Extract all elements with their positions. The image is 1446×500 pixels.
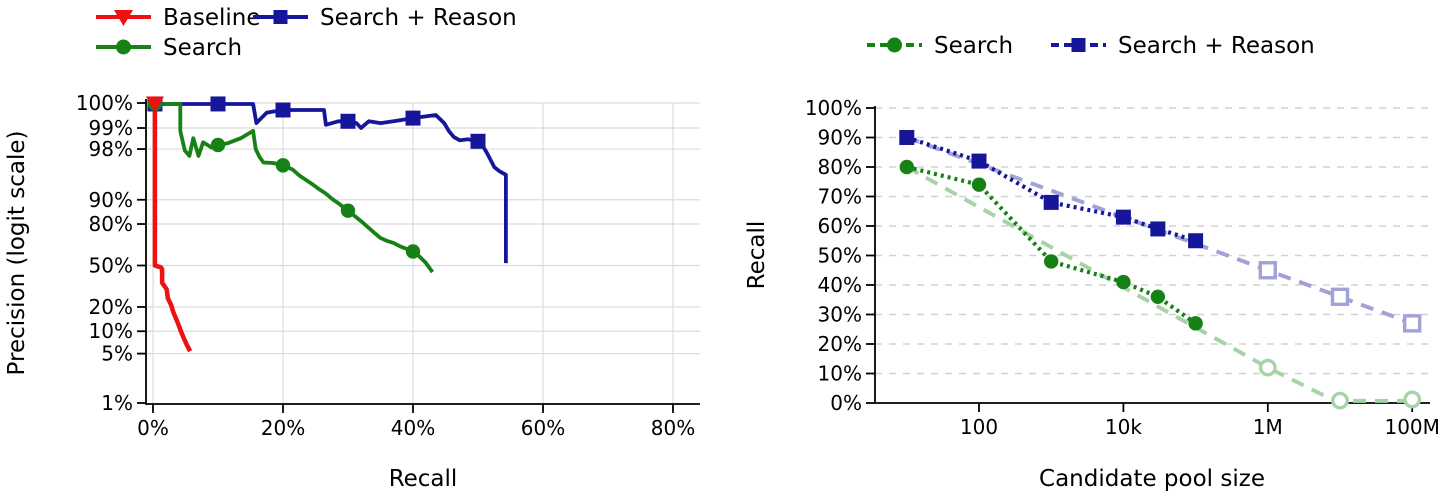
square-marker-icon [1188, 233, 1204, 249]
y-tick-label: 90% [818, 126, 862, 150]
y-tick-label: 40% [818, 273, 862, 297]
x-tick-label: 100 [960, 415, 998, 439]
open-circle-marker-icon [1258, 358, 1277, 377]
circle-marker-icon [1044, 254, 1059, 269]
circle-marker-icon [405, 244, 421, 259]
y-tick-label: 70% [818, 185, 862, 209]
left-y-axis-label: Precision (logit scale) [4, 131, 30, 376]
y-tick-label: 80% [818, 155, 862, 179]
precision-recall-chart: 1%5%10%20%50%80%90%98%99%100%0% 20% 40% 60%… [76, 91, 700, 440]
search-reason-square-icon [1071, 38, 1086, 52]
x-tick-label: 100M [1384, 415, 1439, 439]
axis-lines [145, 99, 700, 405]
square-marker-icon [340, 113, 356, 129]
y-tick-label: 20% [818, 332, 862, 356]
y-tick-label: 10% [818, 362, 862, 386]
y-tick-label: 99% [89, 116, 133, 140]
y-tick-label: 5% [101, 342, 133, 366]
search-legend-label: Search [934, 33, 1013, 59]
right-y-axis-label: Recall [744, 221, 770, 290]
circle-marker-icon [210, 137, 226, 153]
y-tick-label: 20% [89, 295, 133, 319]
open-square-marker-icon [1402, 314, 1422, 333]
square-marker-icon [405, 110, 421, 126]
square-marker-icon [971, 153, 987, 169]
y-tick-label: 90% [89, 188, 133, 212]
x-tick-label: 0% [137, 416, 169, 440]
recall-vs-pool-chart: 0% 10% 20% 30% 40% 50% 60% 70% 80% 90% 100% 100 10k 1… [805, 96, 1440, 439]
y-tick-label: 10% [89, 319, 133, 343]
open-square-marker-icon [1330, 287, 1350, 306]
circle-marker-icon [275, 158, 291, 173]
circle-marker-icon [971, 177, 987, 192]
y-tick-label: 0% [830, 391, 862, 415]
open-circle-marker-icon [1331, 391, 1349, 410]
search-reason-legend-label: Search + Reason [320, 5, 517, 31]
legend-entry-search: Search [96, 35, 242, 61]
circle-marker-icon [899, 159, 914, 175]
circle-marker-icon [1188, 316, 1203, 331]
triangle-down-marker-icon [145, 96, 164, 113]
legend-entry-search-reason: Search + Reason [253, 5, 517, 31]
x-tick-label: 1M [1253, 415, 1283, 439]
baseline-legend-label: Baseline [163, 5, 261, 31]
y-tick-label: 100% [805, 96, 862, 120]
square-marker-icon [1043, 194, 1059, 210]
y-tick-label: 98% [89, 137, 133, 161]
search-circle-icon [887, 37, 902, 53]
legend-left: Baseline Search + Reason Search [96, 5, 517, 61]
search-reason-legend-label: Search + Reason [1118, 33, 1315, 59]
square-marker-icon [1150, 221, 1166, 237]
legend-entry-baseline: Baseline [96, 5, 261, 31]
x-tick-label: 20% [261, 416, 305, 440]
series-line-search-trend-extrapolated- [905, 165, 1413, 403]
series-line-baseline [152, 104, 193, 353]
y-tick-label: 80% [89, 212, 133, 236]
circle-marker-icon [340, 203, 356, 218]
y-tick-label: 60% [818, 214, 862, 238]
series-line-search [906, 164, 1197, 326]
y-tick-label: 30% [818, 303, 862, 327]
baseline-triangle-down-icon [114, 10, 133, 26]
search-legend-label: Search [163, 35, 242, 61]
left-x-axis-label: Recall [389, 466, 458, 492]
y-tick-label: 1% [101, 391, 133, 415]
y-tick-label: 100% [76, 91, 133, 115]
x-tick-label: 60% [521, 416, 565, 440]
open-square-marker-icon [1258, 261, 1278, 280]
square-marker-icon [210, 96, 226, 112]
square-marker-icon [470, 133, 486, 149]
x-tick-label: 80% [651, 416, 695, 440]
x-tick-label: 40% [391, 416, 435, 440]
right-x-axis-label: Candidate pool size [1039, 466, 1265, 492]
search-circle-icon [116, 39, 131, 55]
legend-right: Search Search + Reason [867, 33, 1315, 59]
y-tick-label: 50% [818, 244, 862, 268]
search-reason-square-icon [273, 10, 288, 24]
circle-marker-icon [1150, 289, 1166, 304]
circle-marker-icon [1116, 274, 1131, 290]
legend-entry-search-right: Search [867, 33, 1013, 59]
legend-entry-search-reason-right: Search + Reason [1051, 33, 1315, 59]
square-marker-icon [275, 102, 291, 118]
series-line-search [154, 102, 435, 274]
square-marker-icon [1115, 209, 1131, 225]
square-marker-icon [899, 130, 915, 145]
y-tick-label: 50% [89, 254, 133, 278]
x-tick-label: 10k [1105, 415, 1142, 439]
open-circle-marker-icon [1403, 390, 1422, 409]
